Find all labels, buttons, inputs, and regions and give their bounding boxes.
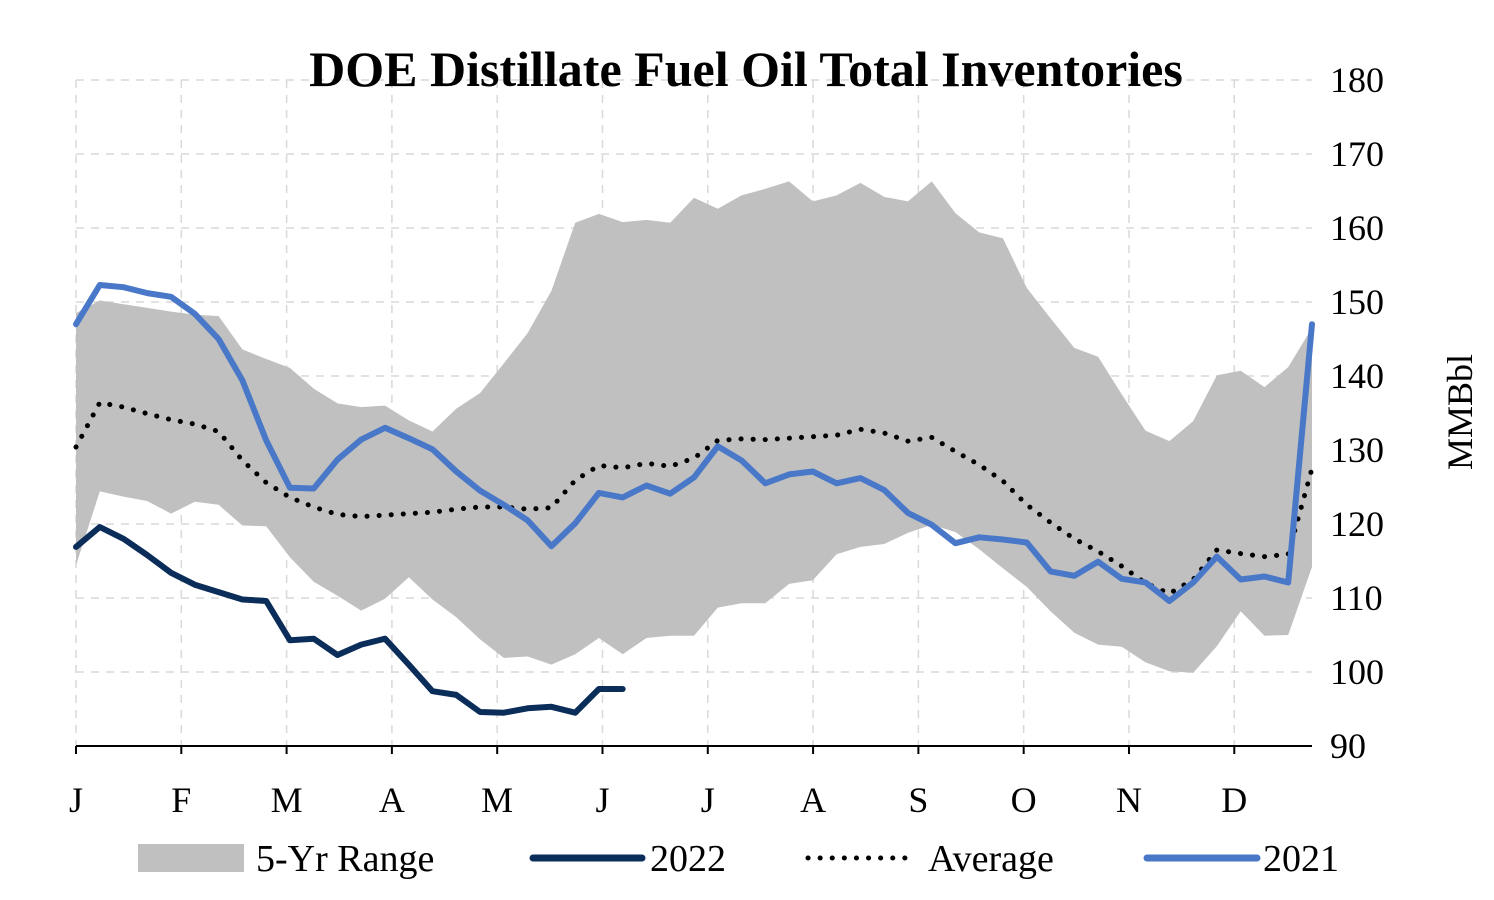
y-tick-label: 180 <box>1330 60 1384 100</box>
range-band-layer <box>76 181 1312 673</box>
y-tick-label: 140 <box>1330 356 1384 396</box>
x-tick-label: S <box>908 780 928 820</box>
series-line-2021 <box>73 282 1315 604</box>
legend-label-s2021: 2021 <box>1263 838 1339 880</box>
range-band-5yr <box>76 181 1312 673</box>
y-tick-label: 160 <box>1330 208 1384 248</box>
chart-title: DOE Distillate Fuel Oil Total Inventorie… <box>309 41 1183 97</box>
x-tick-label: D <box>1221 780 1247 820</box>
y-axis-title: MMBbl <box>1440 354 1480 470</box>
y-tick-label: 110 <box>1330 578 1383 618</box>
axes: 90 100 110 120 130 140 150 160 170 180 J F M A M J J A S O N… <box>69 60 1384 820</box>
legend: 5-Yr Range 2022 Average 2021 <box>138 838 1339 880</box>
legend-label-range: 5-Yr Range <box>256 838 434 880</box>
x-tick-label: N <box>1116 780 1142 820</box>
y-tick-label: 150 <box>1330 282 1384 322</box>
y-tick-label: 90 <box>1330 726 1366 766</box>
legend-swatch-range <box>138 844 244 872</box>
x-tick-label: J <box>701 780 715 820</box>
x-tick-label: A <box>800 780 826 820</box>
x-tick-label: A <box>379 780 405 820</box>
x-tick-label: M <box>481 780 513 820</box>
y-tick-label: 130 <box>1330 430 1384 470</box>
x-tick-label: M <box>271 780 303 820</box>
y-tick-label: 170 <box>1330 134 1384 174</box>
legend-label-s2022: 2022 <box>650 838 726 880</box>
series-layer <box>73 282 1315 716</box>
x-tick-label: O <box>1011 780 1037 820</box>
y-tick-label: 120 <box>1330 504 1384 544</box>
legend-label-average: Average <box>928 838 1054 880</box>
x-tick-label: F <box>171 780 191 820</box>
x-tick-label: J <box>69 780 83 820</box>
x-tick-label: J <box>595 780 609 820</box>
y-tick-label: 100 <box>1330 652 1384 692</box>
series-line-2022 <box>73 524 626 716</box>
